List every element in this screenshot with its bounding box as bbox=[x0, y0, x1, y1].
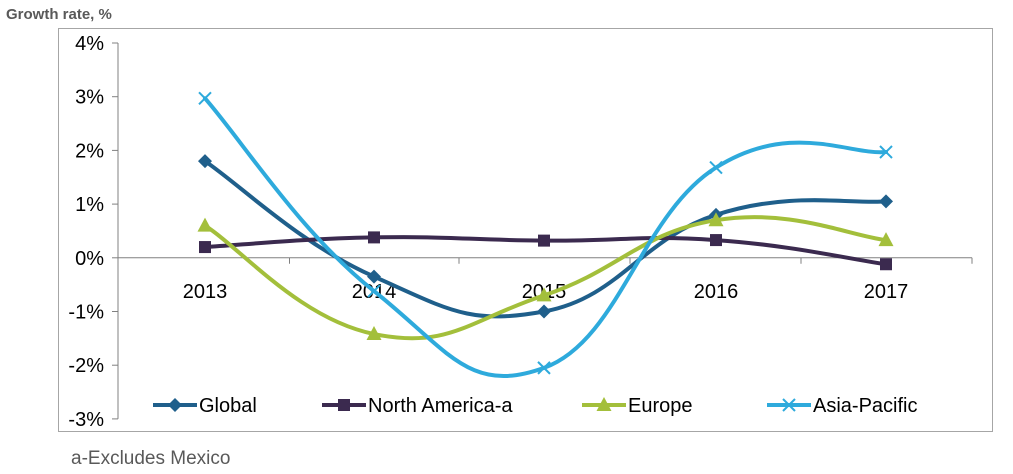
plot-frame bbox=[58, 28, 993, 432]
data-point-europe bbox=[878, 232, 894, 247]
x-marker-stroke bbox=[198, 91, 212, 106]
legend-label-north-america-a: North America-a bbox=[368, 395, 513, 417]
data-point-europe bbox=[708, 212, 724, 227]
legend-label-asia-pacific: Asia-Pacific bbox=[813, 395, 917, 417]
y-tick-label: 3% bbox=[75, 87, 104, 109]
legend-marker-asia-pacific bbox=[782, 398, 796, 412]
data-point-global bbox=[879, 194, 893, 209]
legend-marker-europe bbox=[596, 397, 612, 411]
y-tick-label: 2% bbox=[75, 140, 104, 162]
data-point-europe bbox=[197, 217, 213, 232]
x-marker-stroke bbox=[367, 284, 381, 298]
legend-marker-global bbox=[168, 398, 182, 412]
data-point-north-america-a bbox=[368, 231, 380, 244]
y-tick-label: -3% bbox=[68, 409, 104, 431]
y-tick-label: 0% bbox=[75, 248, 104, 270]
y-tick-label: 1% bbox=[75, 194, 104, 216]
footnote: a-Excludes Mexico bbox=[71, 448, 231, 469]
data-point-global bbox=[198, 154, 212, 169]
legend-label-europe: Europe bbox=[628, 395, 693, 417]
x-marker-stroke bbox=[709, 160, 723, 175]
x-marker-stroke bbox=[537, 361, 551, 375]
x-tick-label: 2013 bbox=[183, 281, 228, 303]
data-point-europe bbox=[536, 287, 552, 302]
y-tick-label: 4% bbox=[75, 33, 104, 55]
data-point-north-america-a bbox=[538, 234, 550, 247]
legend-label-global: Global bbox=[199, 395, 257, 417]
data-point-asia-pacific bbox=[709, 160, 723, 175]
data-point-asia-pacific bbox=[879, 145, 893, 159]
data-point-asia-pacific bbox=[537, 361, 551, 375]
data-point-asia-pacific bbox=[367, 284, 381, 298]
x-tick-label: 2016 bbox=[694, 281, 739, 303]
y-tick-label: -2% bbox=[68, 355, 104, 377]
x-tick-label: 2017 bbox=[864, 281, 909, 303]
data-point-europe bbox=[366, 326, 382, 341]
x-marker-stroke bbox=[879, 145, 893, 159]
legend-marker-north-america-a bbox=[338, 399, 350, 411]
y-tick-label: -1% bbox=[68, 302, 104, 324]
data-point-asia-pacific bbox=[198, 91, 212, 106]
y-axis-title: Growth rate, % bbox=[6, 6, 112, 23]
data-point-global bbox=[367, 269, 381, 284]
data-point-north-america-a bbox=[710, 234, 722, 247]
x-marker-stroke bbox=[782, 398, 796, 412]
data-point-north-america-a bbox=[199, 241, 211, 254]
data-point-north-america-a bbox=[880, 258, 892, 271]
data-point-global bbox=[537, 304, 551, 319]
